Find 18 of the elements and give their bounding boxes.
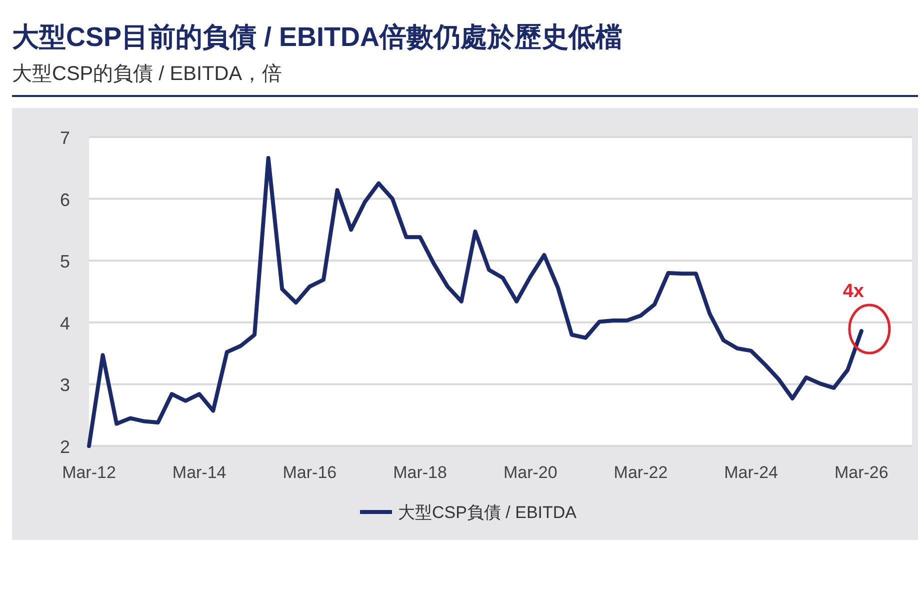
x-tick-label: Mar-14 — [172, 463, 226, 482]
x-tick-label: Mar-26 — [834, 463, 888, 482]
annotation: 4x — [842, 281, 864, 302]
y-tick-label: 2 — [60, 437, 70, 457]
x-tick-label: Mar-12 — [62, 463, 116, 482]
y-tick-label: 3 — [60, 375, 70, 396]
y-tick-label: 5 — [60, 252, 70, 272]
y-tick-label: 6 — [60, 190, 70, 210]
x-tick-label: Mar-18 — [393, 463, 447, 482]
subtitle: 大型CSP的負債 / EBITDA，倍 — [12, 63, 282, 85]
title: 大型CSP目前的負債 / EBITDA倍數仍處於歷史低檔 — [12, 22, 623, 52]
y-tick-label: 7 — [60, 128, 70, 148]
x-tick-label: Mar-22 — [614, 463, 668, 482]
x-tick-label: Mar-16 — [282, 463, 337, 482]
legend-label: 大型CSP負債 / EBITDA — [398, 503, 578, 522]
x-tick-label: Mar-24 — [724, 463, 778, 482]
x-tick-label: Mar-20 — [503, 463, 558, 482]
y-tick-label: 4 — [60, 313, 70, 334]
